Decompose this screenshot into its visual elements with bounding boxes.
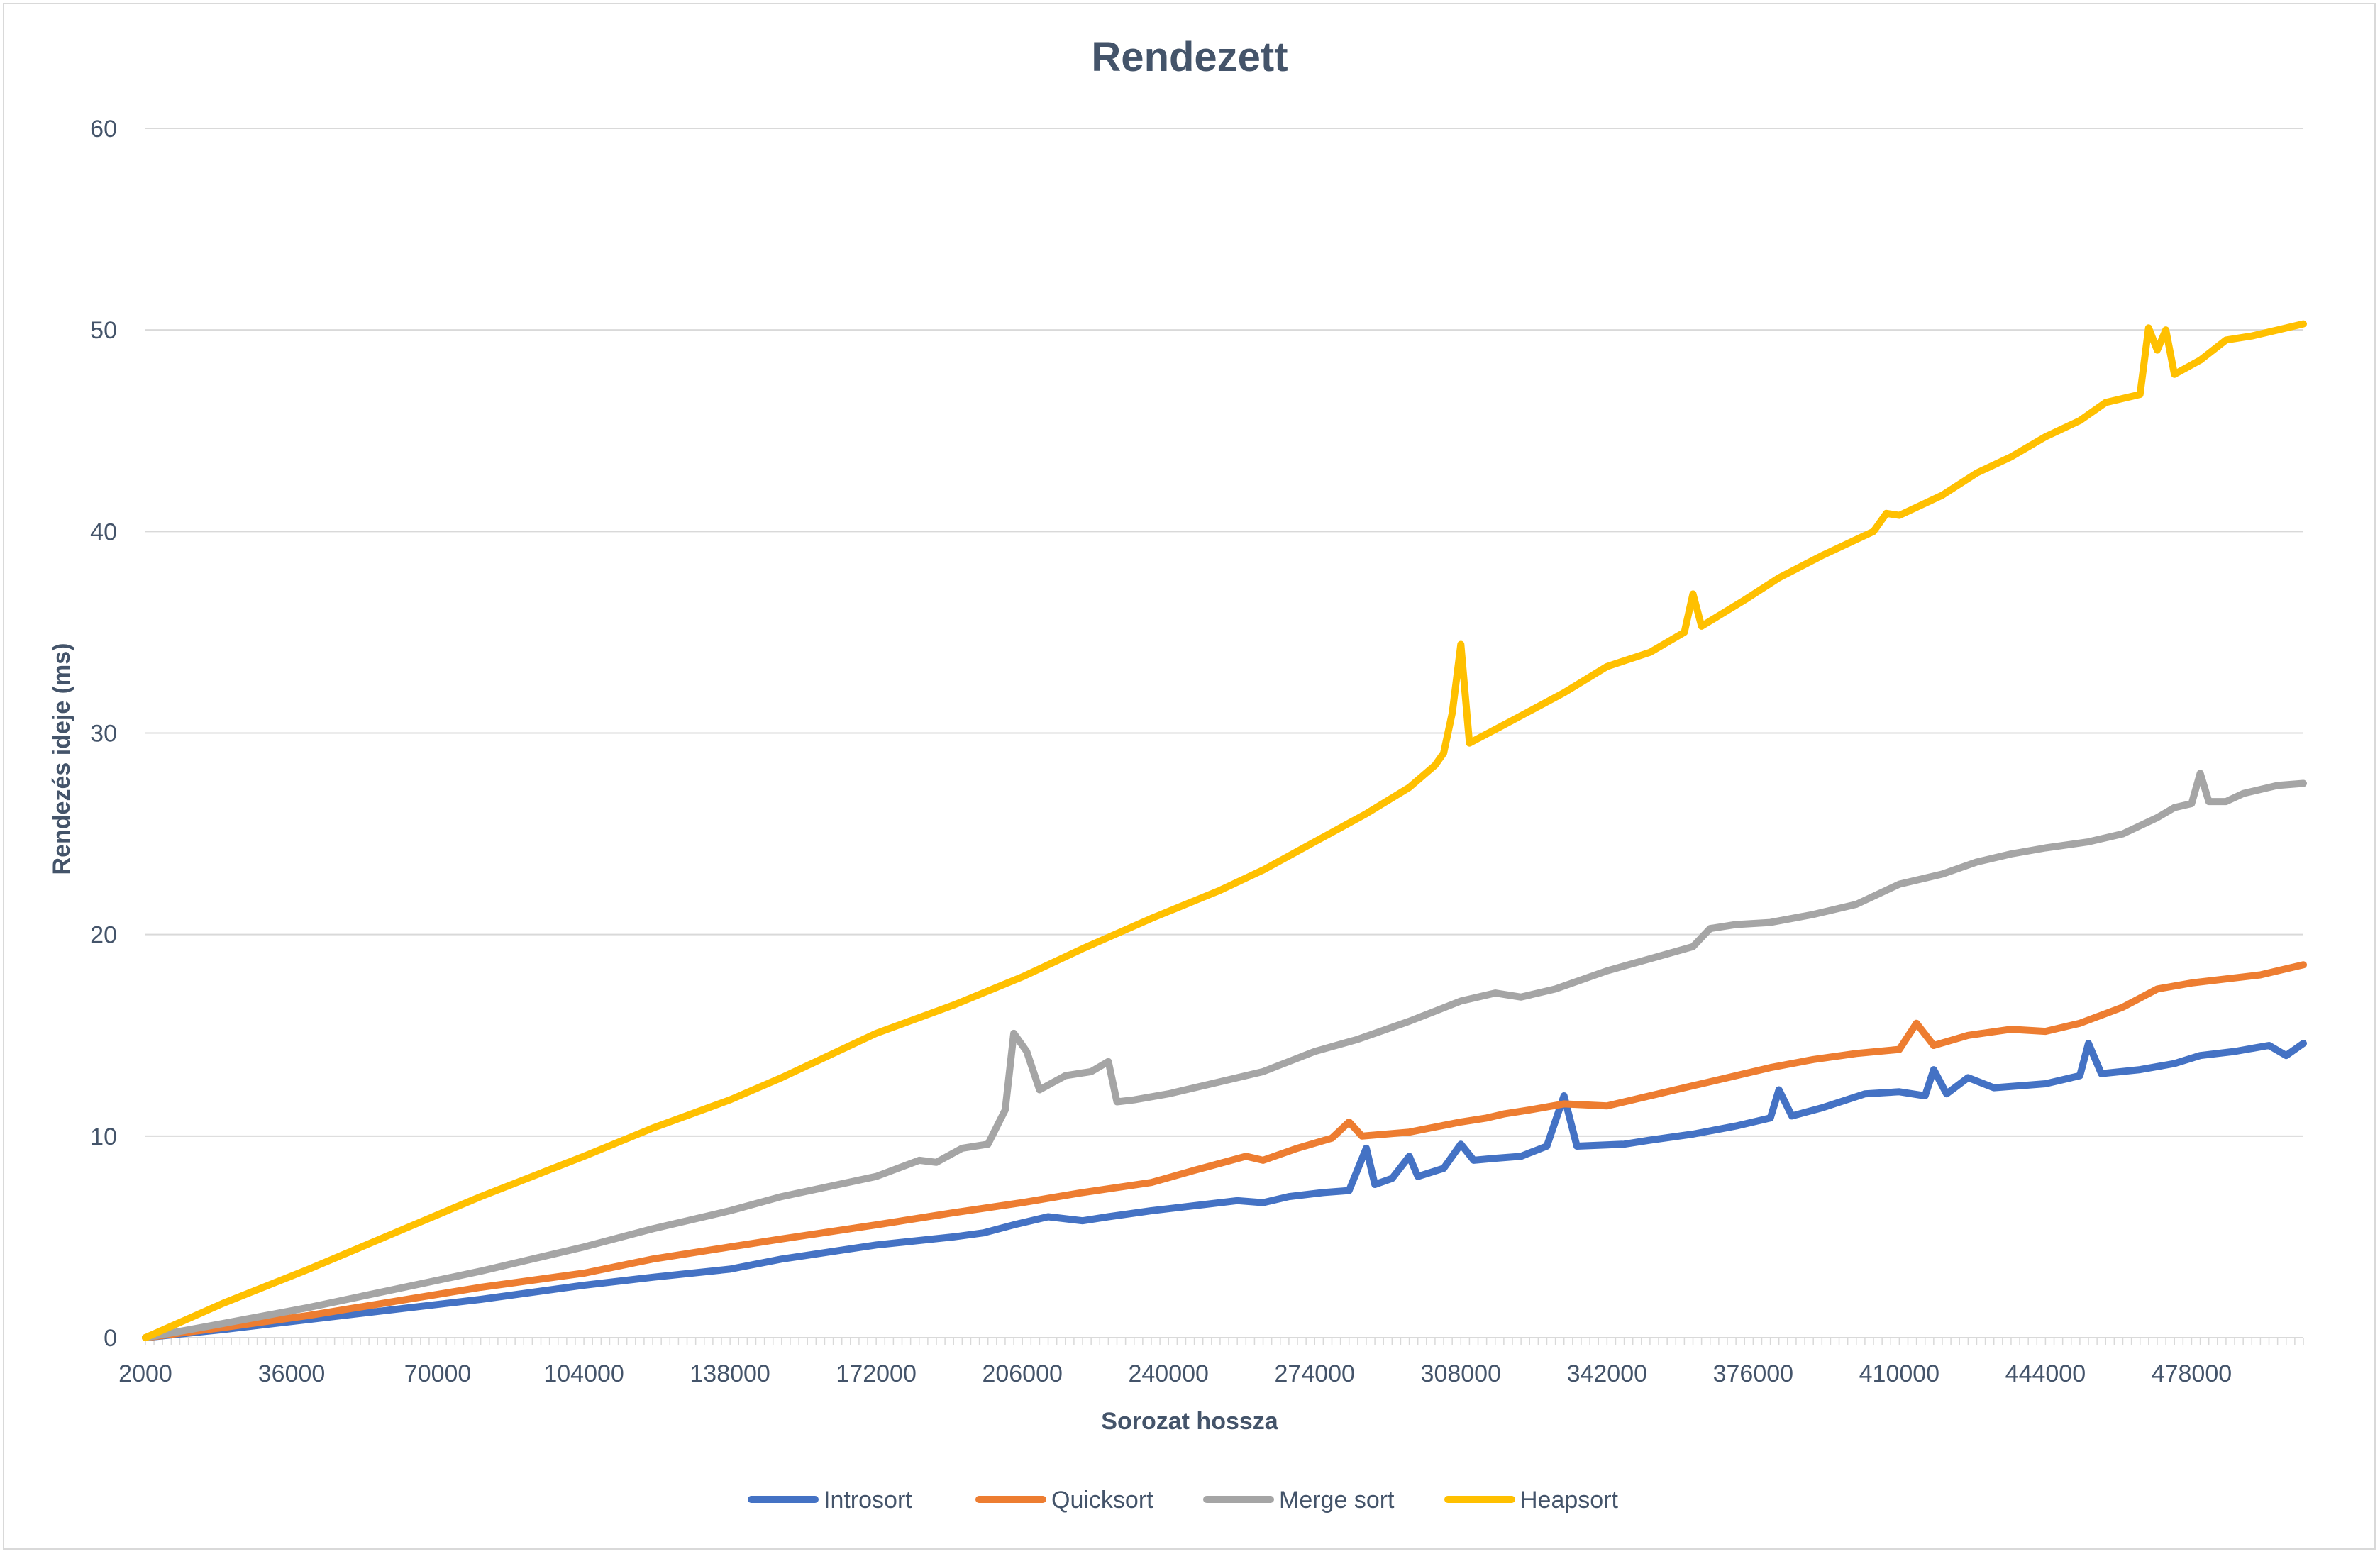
y-tick-label: 40 [90,518,117,545]
y-tick-label: 50 [90,317,117,344]
series-line-introsort [142,1040,2307,1341]
x-tick-label: 104000 [543,1360,624,1387]
x-tick-label: 376000 [1713,1360,1793,1387]
legend-label: Merge sort [1279,1487,1395,1514]
gridlines [145,128,2303,1137]
y-axis-tick-labels: 0 10 20 30 40 50 60 [90,116,117,1352]
x-tick-label: 410000 [1859,1360,1939,1387]
legend-label: Introsort [824,1487,912,1514]
x-tick-label: 138000 [690,1360,770,1387]
x-tick-label: 308000 [1421,1360,1501,1387]
x-tick-label: 172000 [836,1360,916,1387]
legend-item-introsort: Introsort [748,1487,912,1514]
x-tick-label: 36000 [258,1360,326,1387]
x-tick-label: 206000 [982,1360,1062,1387]
legend: Introsort Quicksort Merge sort Heapsort [748,1487,1619,1514]
x-axis: 2000 36000 70000 104000 138000 172000 206000 24… [118,1337,2304,1387]
y-axis-title: Rendezés ideje (ms) [48,643,75,875]
legend-item-heapsort: Heapsort [1444,1487,1619,1514]
chart-title: Rendezett [1091,34,1288,80]
series-lines [142,320,2307,1341]
x-tick-label: 342000 [1567,1360,1647,1387]
y-tick-label: 20 [90,922,117,949]
legend-label: Quicksort [1051,1487,1153,1514]
x-tick-label: 274000 [1275,1360,1355,1387]
x-axis-title: Sorozat hossza [1101,1408,1278,1435]
legend-item-quicksort: Quicksort [975,1487,1153,1514]
x-tick-label: 2000 [118,1360,172,1387]
series-line-merge-sort [142,770,2307,1341]
y-tick-label: 0 [104,1325,117,1352]
legend-label: Heapsort [1520,1487,1619,1514]
y-tick-label: 30 [90,721,117,748]
x-tick-label: 240000 [1128,1360,1208,1387]
series-line-heapsort [142,320,2307,1341]
y-tick-label: 60 [90,116,117,143]
x-tick-label: 478000 [2152,1360,2232,1387]
x-tick-label: 70000 [404,1360,472,1387]
legend-item-merge-sort: Merge sort [1203,1487,1395,1514]
series-line-quicksort [142,961,2307,1341]
x-tick-label: 444000 [2005,1360,2086,1387]
y-tick-label: 10 [90,1123,117,1150]
